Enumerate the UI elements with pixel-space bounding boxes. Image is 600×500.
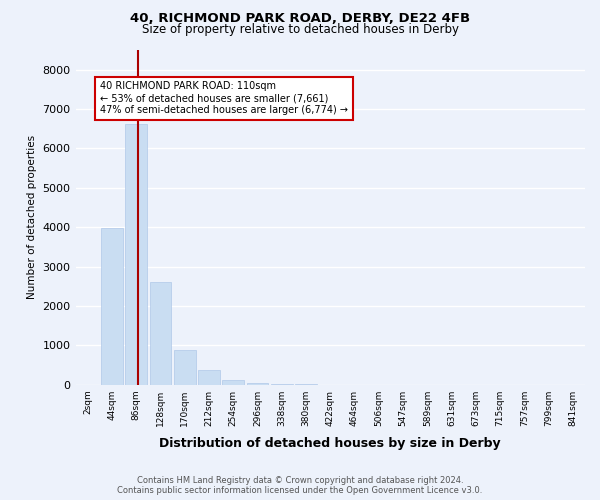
Bar bbox=[174, 350, 196, 384]
Bar bbox=[125, 124, 147, 384]
Bar bbox=[223, 380, 244, 384]
X-axis label: Distribution of detached houses by size in Derby: Distribution of detached houses by size … bbox=[160, 437, 501, 450]
Bar bbox=[247, 382, 268, 384]
Bar bbox=[101, 228, 123, 384]
Text: Contains HM Land Registry data © Crown copyright and database right 2024.
Contai: Contains HM Land Registry data © Crown c… bbox=[118, 476, 482, 495]
Bar bbox=[198, 370, 220, 384]
Bar bbox=[149, 282, 172, 384]
Y-axis label: Number of detached properties: Number of detached properties bbox=[27, 136, 37, 300]
Text: 40, RICHMOND PARK ROAD, DERBY, DE22 4FB: 40, RICHMOND PARK ROAD, DERBY, DE22 4FB bbox=[130, 12, 470, 26]
Text: Size of property relative to detached houses in Derby: Size of property relative to detached ho… bbox=[142, 22, 458, 36]
Text: 40 RICHMOND PARK ROAD: 110sqm
← 53% of detached houses are smaller (7,661)
47% o: 40 RICHMOND PARK ROAD: 110sqm ← 53% of d… bbox=[100, 82, 348, 114]
